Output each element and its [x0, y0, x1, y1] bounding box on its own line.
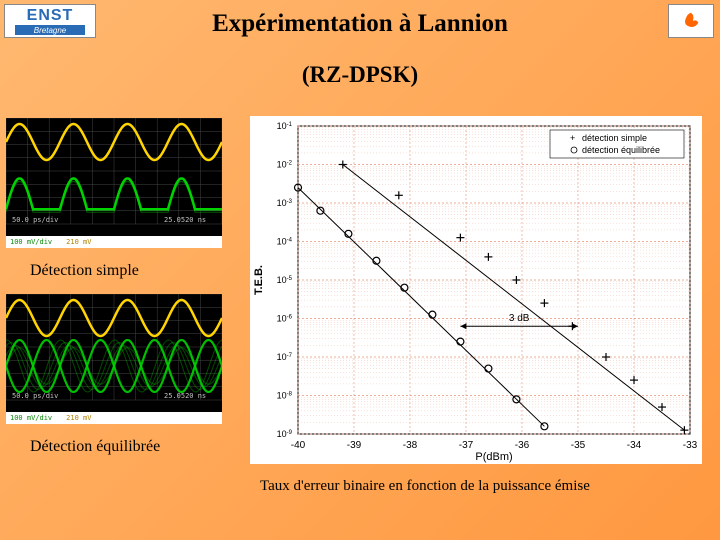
svg-text:10-2: 10-2	[277, 160, 293, 170]
svg-text:-34: -34	[627, 440, 642, 451]
svg-text:10-9: 10-9	[277, 429, 293, 439]
svg-text:-35: -35	[571, 440, 586, 451]
ber-chart: -40 -39 -38 -37 -36 -35 -34 -33 10-1 10-2 10-3 10-4…	[250, 116, 702, 464]
svg-text:10-8: 10-8	[277, 391, 293, 401]
svg-text:T.E.B.: T.E.B.	[253, 265, 265, 295]
svg-text:3 dB: 3 dB	[509, 313, 530, 324]
svg-text:détection équilibrée: détection équilibrée	[582, 145, 660, 155]
svg-text:25.0520 ns: 25.0520 ns	[164, 216, 206, 224]
caption-simple: Détection simple	[30, 262, 139, 280]
svg-text:10-3: 10-3	[277, 198, 293, 208]
svg-text:-40: -40	[291, 440, 306, 451]
svg-text:-36: -36	[515, 440, 530, 451]
svg-text:-33: -33	[683, 440, 698, 451]
scope2-plot: 50.0 ps/div 25.0520 ns	[6, 294, 222, 412]
ber-plot: -40 -39 -38 -37 -36 -35 -34 -33 10-1 10-2 10-3 10-4…	[250, 116, 702, 464]
svg-text:10-5: 10-5	[277, 275, 293, 285]
svg-text:P(dBm): P(dBm)	[475, 451, 512, 463]
svg-text:10-6: 10-6	[277, 314, 293, 324]
caption-balanced: Détection équilibrée	[30, 438, 160, 456]
oscilloscope-balanced: 50.0 ps/div 25.0520 ns 100 mV/div 210 mV	[6, 294, 222, 424]
ber-caption: Taux d'erreur binaire en fonction de la …	[260, 478, 590, 495]
slide-title: Expérimentation à Lannion	[0, 10, 720, 38]
svg-text:10-4: 10-4	[277, 237, 293, 247]
svg-text:+: +	[570, 133, 575, 143]
slide-subtitle: (RZ-DPSK)	[0, 62, 720, 88]
svg-text:10-7: 10-7	[277, 352, 293, 362]
svg-text:-37: -37	[459, 440, 474, 451]
scope1-plot: 50.0 ps/div 25.0520 ns	[6, 118, 222, 236]
svg-text:-38: -38	[403, 440, 418, 451]
scope1-footer: 100 mV/div 210 mV	[6, 236, 222, 248]
svg-text:50.0 ps/div: 50.0 ps/div	[12, 392, 58, 400]
oscilloscope-simple: 50.0 ps/div 25.0520 ns 100 mV/div 210 mV	[6, 118, 222, 248]
svg-text:50.0 ps/div: 50.0 ps/div	[12, 216, 58, 224]
svg-text:10-1: 10-1	[277, 121, 293, 131]
scope2-footer: 100 mV/div 210 mV	[6, 412, 222, 424]
svg-text:détection simple: détection simple	[582, 133, 647, 143]
svg-text:25.0520 ns: 25.0520 ns	[164, 392, 206, 400]
svg-text:-39: -39	[347, 440, 362, 451]
